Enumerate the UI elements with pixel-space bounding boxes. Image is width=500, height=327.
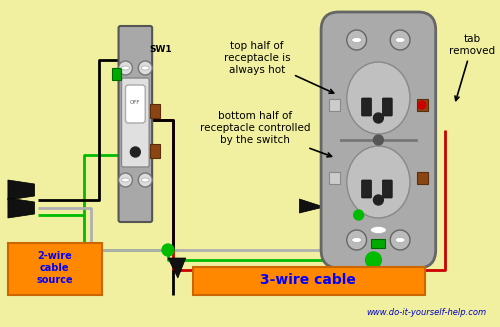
Circle shape [118, 173, 132, 187]
Ellipse shape [370, 227, 386, 233]
Circle shape [130, 147, 140, 157]
Text: tab
removed: tab removed [449, 34, 496, 100]
Ellipse shape [347, 62, 410, 134]
Text: 2-wire
cable
source: 2-wire cable source [36, 251, 72, 284]
FancyBboxPatch shape [382, 180, 392, 198]
Text: top half of
receptacle is
always hot: top half of receptacle is always hot [224, 42, 334, 93]
Circle shape [418, 101, 426, 109]
FancyBboxPatch shape [126, 85, 145, 123]
FancyBboxPatch shape [329, 172, 340, 184]
Ellipse shape [142, 66, 149, 70]
FancyBboxPatch shape [321, 12, 436, 268]
Text: bottom half of
receptacle controlled
by the switch: bottom half of receptacle controlled by … [200, 112, 332, 157]
Text: 3-wire cable: 3-wire cable [260, 273, 356, 287]
FancyBboxPatch shape [417, 172, 428, 184]
Polygon shape [300, 199, 324, 213]
FancyBboxPatch shape [150, 104, 160, 118]
Text: OFF: OFF [130, 99, 140, 105]
Circle shape [374, 135, 384, 145]
FancyBboxPatch shape [150, 144, 160, 158]
FancyBboxPatch shape [192, 267, 425, 295]
FancyBboxPatch shape [112, 68, 120, 80]
Circle shape [138, 173, 152, 187]
Ellipse shape [395, 237, 405, 243]
FancyBboxPatch shape [118, 26, 152, 222]
Ellipse shape [347, 146, 410, 218]
Circle shape [390, 30, 410, 50]
FancyBboxPatch shape [8, 243, 102, 295]
Circle shape [374, 195, 384, 205]
Circle shape [374, 113, 384, 123]
Circle shape [390, 230, 410, 250]
Ellipse shape [122, 178, 130, 182]
FancyBboxPatch shape [382, 98, 392, 116]
FancyBboxPatch shape [372, 239, 386, 248]
Circle shape [118, 61, 132, 75]
Circle shape [366, 252, 382, 268]
Circle shape [347, 30, 366, 50]
Polygon shape [168, 258, 186, 278]
FancyBboxPatch shape [417, 99, 428, 111]
Polygon shape [8, 198, 34, 218]
Text: www.do-it-yourself-help.com: www.do-it-yourself-help.com [366, 308, 486, 317]
Ellipse shape [352, 237, 362, 243]
FancyBboxPatch shape [362, 180, 372, 198]
Ellipse shape [352, 38, 362, 43]
Ellipse shape [395, 38, 405, 43]
FancyBboxPatch shape [122, 78, 149, 167]
Circle shape [347, 230, 366, 250]
Circle shape [354, 210, 364, 220]
Circle shape [162, 244, 174, 256]
Circle shape [138, 61, 152, 75]
Ellipse shape [142, 178, 149, 182]
Text: SW1: SW1 [149, 45, 172, 55]
FancyBboxPatch shape [329, 99, 340, 111]
Polygon shape [8, 180, 34, 200]
Ellipse shape [122, 66, 130, 70]
FancyBboxPatch shape [362, 98, 372, 116]
